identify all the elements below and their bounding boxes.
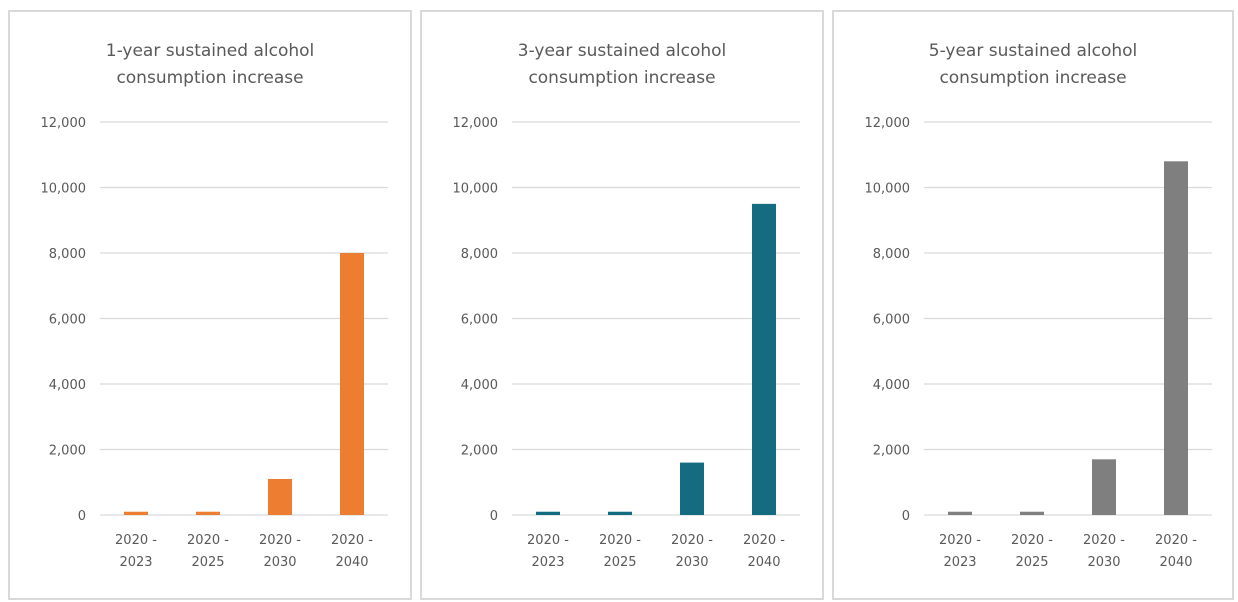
chart-panel-1yr: 1-year sustained alcohol consumption inc… bbox=[8, 10, 412, 600]
bar bbox=[608, 511, 632, 515]
x-tick-label: 2020 - bbox=[1083, 533, 1125, 548]
x-tick-label: 2025 bbox=[603, 555, 636, 570]
chart-panel-3yr: 3-year sustained alcohol consumption inc… bbox=[420, 10, 824, 600]
bar bbox=[752, 203, 776, 515]
y-tick-label: 8,000 bbox=[873, 247, 910, 262]
chart-title: 1-year sustained alcohol consumption inc… bbox=[105, 41, 315, 88]
bar bbox=[196, 511, 220, 515]
y-tick-label: 8,000 bbox=[461, 247, 498, 262]
y-tick-label: 4,000 bbox=[49, 378, 86, 393]
y-tick-label: 12,000 bbox=[453, 116, 499, 131]
x-tick-label: 2020 - bbox=[527, 533, 569, 548]
bar bbox=[268, 478, 292, 515]
y-tick-label: 4,000 bbox=[873, 378, 910, 393]
y-tick-label: 10,000 bbox=[41, 182, 87, 197]
y-tick-label: 10,000 bbox=[865, 182, 911, 197]
y-tick-label: 6,000 bbox=[49, 313, 86, 328]
x-tick-label: 2020 - bbox=[115, 533, 157, 548]
y-tick-label: 12,000 bbox=[865, 116, 911, 131]
y-tick-label: 4,000 bbox=[461, 378, 498, 393]
y-tick-label: 12,000 bbox=[41, 116, 87, 131]
y-tick-label: 0 bbox=[490, 509, 498, 524]
x-tick-label: 2023 bbox=[943, 555, 976, 570]
bar bbox=[1020, 511, 1044, 515]
x-tick-label: 2020 - bbox=[671, 533, 713, 548]
x-tick-label: 2025 bbox=[191, 555, 224, 570]
bar bbox=[536, 511, 560, 515]
x-tick-label: 2020 - bbox=[259, 533, 301, 548]
chart-svg-1yr: 0 2,000 4,000 6,000 8,000 10,000 12,000 2020 - 2… bbox=[41, 116, 388, 570]
x-tick-label: 2023 bbox=[119, 555, 152, 570]
y-tick-label: 6,000 bbox=[873, 313, 910, 328]
bar bbox=[124, 511, 148, 515]
y-tick-label: 6,000 bbox=[461, 313, 498, 328]
chart-svg-3yr: 0 2,000 4,000 6,000 8,000 10,000 12,000 2020 - 2… bbox=[453, 116, 800, 570]
y-tick-label: 2,000 bbox=[461, 444, 498, 459]
x-tick-label: 2023 bbox=[531, 555, 564, 570]
x-tick-label: 2030 bbox=[675, 555, 708, 570]
x-tick-label: 2025 bbox=[1015, 555, 1048, 570]
x-tick-label: 2040 bbox=[747, 555, 780, 570]
x-tick-label: 2040 bbox=[1159, 555, 1192, 570]
y-tick-label: 10,000 bbox=[453, 182, 499, 197]
chart-title: 3-year sustained alcohol consumption inc… bbox=[517, 41, 727, 88]
y-tick-label: 2,000 bbox=[49, 444, 86, 459]
x-tick-label: 2040 bbox=[335, 555, 368, 570]
y-tick-label: 0 bbox=[78, 509, 86, 524]
chart-title: 5-year sustained alcohol consumption inc… bbox=[928, 41, 1138, 88]
y-tick-label: 8,000 bbox=[49, 247, 86, 262]
chart-panel-5yr: 5-year sustained alcohol consumption inc… bbox=[832, 10, 1234, 600]
x-tick-label: 2020 - bbox=[1155, 533, 1197, 548]
bar bbox=[340, 253, 364, 515]
chart-svg-5yr: 0 2,000 4,000 6,000 8,000 10,000 12,000 2020 - 2… bbox=[865, 116, 1212, 570]
bar bbox=[948, 511, 972, 515]
y-tick-label: 0 bbox=[902, 509, 910, 524]
bar bbox=[1092, 459, 1116, 515]
bar bbox=[680, 462, 704, 515]
y-tick-label: 2,000 bbox=[873, 444, 910, 459]
x-tick-label: 2020 - bbox=[939, 533, 981, 548]
x-tick-label: 2020 - bbox=[1011, 533, 1053, 548]
x-tick-label: 2030 bbox=[1087, 555, 1120, 570]
x-tick-label: 2020 - bbox=[331, 533, 373, 548]
x-tick-label: 2020 - bbox=[187, 533, 229, 548]
x-tick-label: 2030 bbox=[263, 555, 296, 570]
x-tick-label: 2020 - bbox=[599, 533, 641, 548]
x-tick-label: 2020 - bbox=[743, 533, 785, 548]
bar bbox=[1164, 161, 1188, 516]
